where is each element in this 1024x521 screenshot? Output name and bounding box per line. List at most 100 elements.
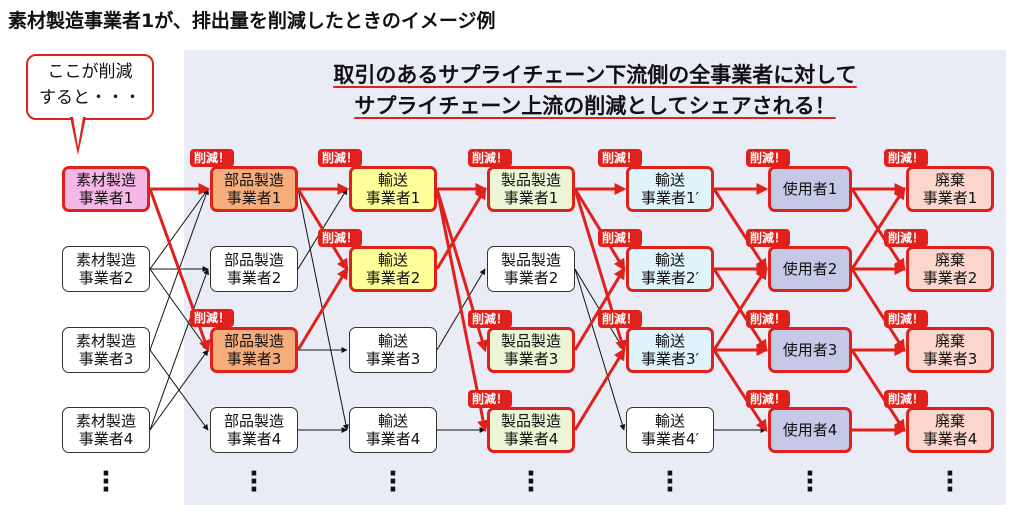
red-arrow bbox=[435, 186, 487, 270]
node-label: 廃棄 bbox=[934, 412, 965, 430]
node-label: 輸送 bbox=[377, 332, 408, 350]
reduction-badge: 削減！ bbox=[318, 229, 363, 247]
user-4-node: 使用者4 bbox=[768, 407, 852, 453]
parts-maker-2-node: 部品製造 事業者2 bbox=[210, 246, 298, 292]
user-2-node: 使用者2 bbox=[768, 246, 852, 292]
banner: 取引のあるサプライチェーン下流側の全事業者に対して サプライチェーン上流の削減と… bbox=[184, 60, 1006, 122]
callout-bubble: ここが削減 すると・・・ bbox=[26, 54, 154, 120]
node-label: 素材製造 bbox=[75, 171, 136, 189]
reduction-badge: 削減！ bbox=[884, 390, 929, 408]
disposal-1-node: 廃棄 事業者1 bbox=[906, 166, 994, 212]
reduction-badge: 削減！ bbox=[746, 149, 791, 167]
red-arrow bbox=[296, 266, 349, 351]
black-arrow bbox=[149, 349, 209, 431]
reduction-badge: 削減！ bbox=[468, 149, 513, 167]
node-label: 輸送 bbox=[377, 251, 408, 269]
red-arrow bbox=[850, 349, 906, 433]
reduction-badge: 削減！ bbox=[190, 309, 235, 327]
more-dots-icon: · · · bbox=[101, 459, 111, 505]
node-label: 廃棄 bbox=[934, 332, 965, 350]
user-1-node: 使用者1 bbox=[768, 166, 852, 212]
red-arrow bbox=[712, 349, 768, 433]
node-label: 事業者4 bbox=[226, 430, 282, 448]
transport-4-node: 輸送 事業者4 bbox=[349, 407, 437, 453]
reduction-badge: 削減！ bbox=[598, 310, 643, 328]
reduction-badge: 削減！ bbox=[468, 390, 513, 408]
reduction-badge: 削減！ bbox=[884, 149, 929, 167]
node-label: 事業者1 bbox=[226, 189, 282, 207]
banner-line-1: 取引のあるサプライチェーン下流側の全事業者に対して bbox=[333, 63, 857, 87]
red-arrow bbox=[435, 188, 490, 433]
transport-1-node: 輸送 事業者1 bbox=[349, 166, 437, 212]
node-label: 事業者2 bbox=[922, 269, 978, 287]
red-arrow bbox=[573, 347, 626, 431]
node-label: 輸送 bbox=[377, 412, 408, 430]
node-label: 使用者2 bbox=[782, 260, 838, 278]
disposal-2-node: 廃棄 事業者2 bbox=[906, 246, 994, 292]
node-label: 事業者2′ bbox=[641, 269, 699, 287]
black-arrow bbox=[149, 188, 209, 270]
callout-line-2: すると・・・ bbox=[39, 88, 141, 108]
node-label: 部品製造 bbox=[223, 171, 284, 189]
node-label: 事業者2 bbox=[365, 269, 421, 287]
node-label: 事業者4 bbox=[922, 430, 978, 448]
more-dots-icon: · · · bbox=[249, 459, 259, 505]
callout-line-1: ここが削減 bbox=[47, 62, 133, 82]
node-label: 輸送 bbox=[377, 171, 408, 189]
node-label: 事業者4′ bbox=[641, 430, 699, 448]
black-arrows bbox=[149, 188, 767, 433]
black-arrow bbox=[149, 268, 209, 431]
page-title: 素材製造事業者1が、排出量を削減したときのイメージ例 bbox=[8, 10, 496, 32]
node-label: 使用者4 bbox=[782, 421, 838, 439]
node-label: 事業者4 bbox=[365, 430, 421, 448]
node-label: 輸送 bbox=[654, 412, 685, 430]
parts-maker-1-node: 部品製造 事業者1 bbox=[210, 166, 298, 212]
node-label: 事業者1 bbox=[78, 189, 134, 207]
material-producer-3-node: 素材製造 事業者3 bbox=[62, 327, 150, 373]
node-label: 製品製造 bbox=[500, 171, 561, 189]
reduction-badge: 削減！ bbox=[318, 149, 363, 167]
reduction-badge: 削減！ bbox=[746, 390, 791, 408]
material-producer-4-node: 素材製造 事業者4 bbox=[62, 407, 150, 453]
reduction-badge: 削減！ bbox=[884, 310, 929, 328]
more-dots-icon: · · · bbox=[945, 459, 955, 505]
red-arrow bbox=[850, 186, 906, 270]
node-label: 使用者3 bbox=[782, 341, 838, 359]
reduction-badge: 削減！ bbox=[746, 229, 791, 247]
reduction-badge: 削減！ bbox=[598, 149, 643, 167]
black-arrow bbox=[574, 268, 626, 431]
more-dots-icon: · · · bbox=[665, 459, 675, 505]
node-label: 事業者2 bbox=[78, 269, 134, 287]
node-label: 使用者1 bbox=[782, 180, 838, 198]
material-producer-2-node: 素材製造 事業者2 bbox=[62, 246, 150, 292]
node-label: 製品製造 bbox=[500, 332, 561, 350]
product-maker-3-node: 製品製造 事業者3 bbox=[487, 327, 575, 373]
node-label: 事業者2 bbox=[226, 269, 282, 287]
more-dots-icon: · · · bbox=[388, 459, 398, 505]
red-arrow bbox=[850, 268, 906, 353]
node-label: 部品製造 bbox=[223, 251, 284, 269]
node-label: 事業者1 bbox=[503, 189, 559, 207]
more-dots-icon: · · · bbox=[526, 459, 536, 505]
transport-2-prime-node: 輸送 事業者2′ bbox=[626, 246, 714, 292]
reduction-badge: 削減！ bbox=[190, 149, 235, 167]
more-dots-icon: · · · bbox=[805, 459, 815, 505]
product-maker-1-node: 製品製造 事業者1 bbox=[487, 166, 575, 212]
banner-line-2: サプライチェーン上流の削減としてシェアされる！ bbox=[354, 94, 836, 118]
red-arrow bbox=[712, 188, 768, 272]
node-label: 輸送 bbox=[654, 171, 685, 189]
product-maker-2-node: 製品製造 事業者2 bbox=[487, 246, 575, 292]
transport-4-prime-node: 輸送 事業者4′ bbox=[626, 407, 714, 453]
parts-maker-4-node: 部品製造 事業者4 bbox=[210, 407, 298, 453]
node-label: 廃棄 bbox=[934, 171, 965, 189]
node-label: 事業者3 bbox=[226, 350, 282, 368]
parts-maker-3-node: 部品製造 事業者3 bbox=[210, 327, 298, 373]
node-label: 輸送 bbox=[654, 332, 685, 350]
node-label: 部品製造 bbox=[223, 412, 284, 430]
node-label: 事業者1 bbox=[922, 189, 978, 207]
node-label: 廃棄 bbox=[934, 251, 965, 269]
disposal-3-node: 廃棄 事業者3 bbox=[906, 327, 994, 373]
reduction-badge: 削減！ bbox=[598, 229, 643, 247]
product-maker-4-node: 製品製造 事業者4 bbox=[487, 407, 575, 453]
node-label: 輸送 bbox=[654, 251, 685, 269]
